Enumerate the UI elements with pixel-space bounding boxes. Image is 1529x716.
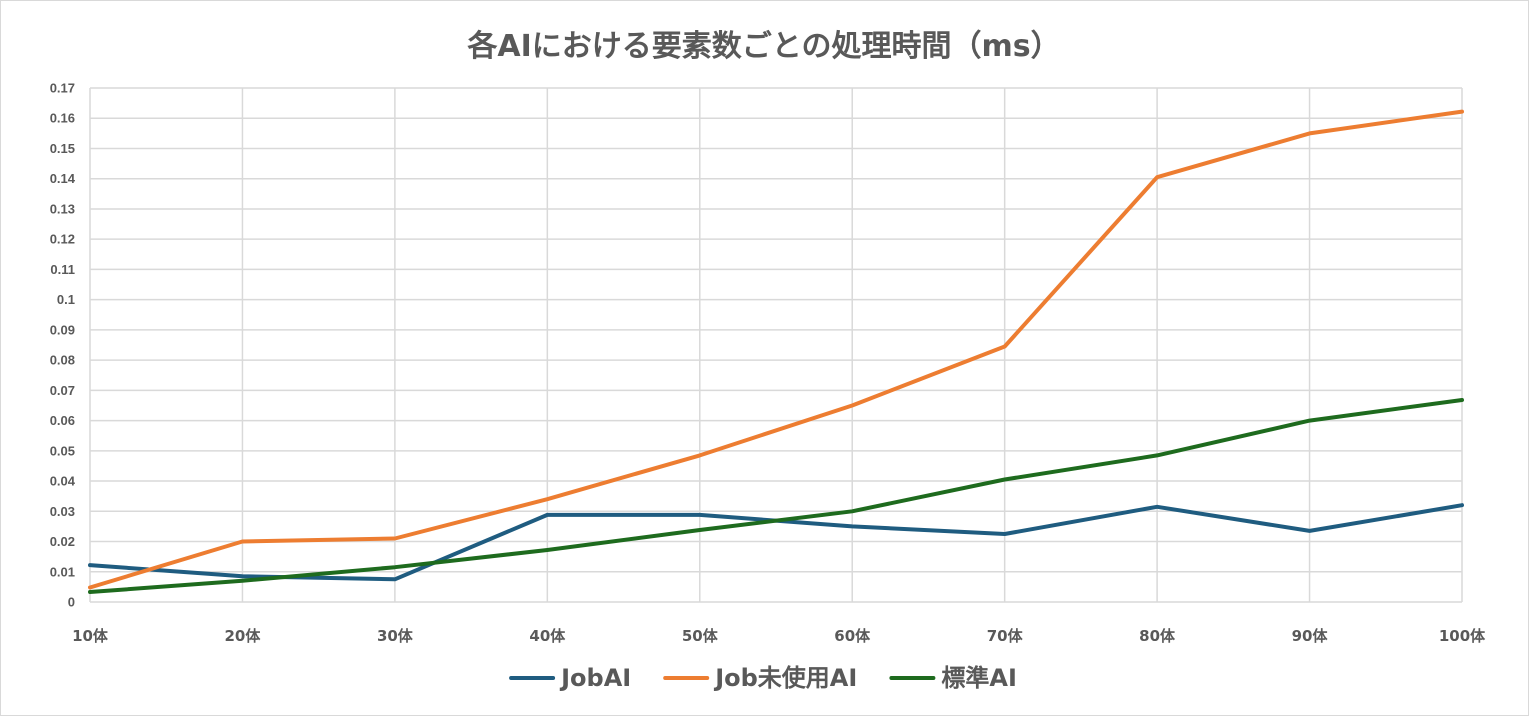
legend-label: Job未使用AI	[713, 664, 857, 692]
legend-item: 標準AI	[889, 664, 1017, 692]
legend: JobAI Job未使用AI 標準AI	[509, 664, 1017, 692]
chart-title: 各AIにおける要素数ごとの処理時間（ms）	[466, 29, 1060, 64]
legend-label: 標準AI	[941, 664, 1017, 692]
y-tick-label: 0.04	[50, 474, 76, 489]
y-tick-label: 0.17	[50, 81, 75, 96]
y-tick-label: 0.08	[50, 353, 75, 368]
x-tick-label: 100体	[1439, 627, 1486, 645]
x-tick-label: 70体	[987, 627, 1024, 645]
x-tick-label: 90体	[1292, 627, 1329, 645]
x-tick-label: 60体	[834, 627, 871, 645]
x-tick-label: 50体	[682, 627, 719, 645]
y-tick-label: 0.16	[50, 111, 75, 126]
legend-item: JobAI	[509, 664, 631, 692]
x-tick-label: 10体	[72, 627, 109, 645]
y-tick-label: 0	[68, 595, 75, 610]
y-axis-ticks: 0 0.01 0.02 0.03 0.04 0.05 0.06 0.07 0.08 0.09 0.1…	[50, 81, 76, 610]
y-tick-label: 0.02	[50, 534, 75, 549]
y-tick-label: 0.11	[50, 262, 75, 277]
x-tick-label: 20体	[225, 627, 262, 645]
x-tick-label: 30体	[377, 627, 414, 645]
y-tick-label: 0.03	[50, 504, 75, 519]
y-tick-label: 0.06	[50, 413, 75, 428]
legend-label: JobAI	[559, 664, 631, 692]
y-tick-label: 0.15	[50, 141, 75, 156]
y-tick-label: 0.09	[50, 322, 75, 337]
series-lines	[88, 109, 1464, 594]
series-line-2	[88, 398, 1464, 594]
series-line-1	[88, 109, 1464, 590]
y-tick-label: 0.12	[50, 232, 75, 247]
y-tick-label: 0.01	[50, 564, 75, 579]
y-tick-label: 0.1	[57, 292, 75, 307]
y-tick-label: 0.07	[50, 383, 75, 398]
x-tick-label: 40体	[529, 627, 566, 645]
y-tick-label: 0.05	[50, 443, 75, 458]
legend-item: Job未使用AI	[663, 664, 857, 692]
grid	[89, 87, 1463, 603]
y-tick-label: 0.14	[50, 171, 76, 186]
y-tick-label: 0.13	[50, 201, 75, 216]
x-tick-label: 80体	[1139, 627, 1176, 645]
x-axis-ticks: 10体 20体 30体 40体 50体 60体 70体 80体 90体 100体	[72, 627, 1486, 645]
